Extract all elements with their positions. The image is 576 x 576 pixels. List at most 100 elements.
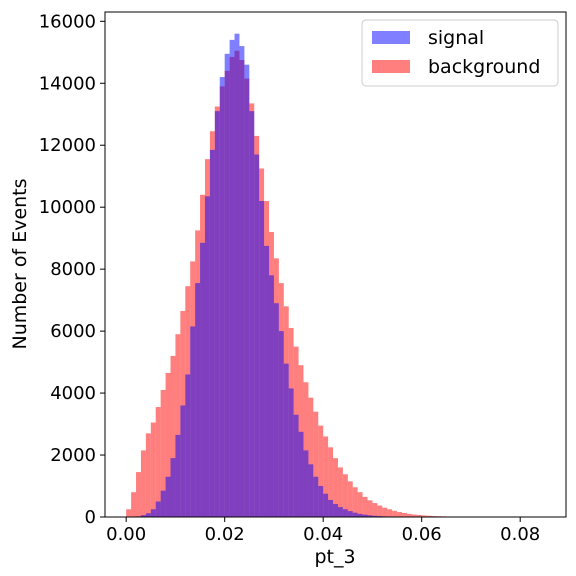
signal-bar (298, 431, 304, 517)
signal-bar (303, 450, 309, 517)
background-bar (382, 507, 388, 517)
signal-bar (283, 363, 289, 517)
background-bar (165, 372, 171, 517)
signal-bar (234, 33, 240, 517)
signal-bar (367, 515, 373, 517)
background-bar (170, 355, 176, 517)
background-bar (308, 397, 314, 517)
background-bar (367, 500, 373, 517)
signal-bar (140, 515, 146, 517)
background-bar (411, 514, 417, 517)
background-bar (401, 512, 407, 517)
signal-bar (180, 405, 186, 517)
background-bar (416, 514, 422, 517)
signal-bar (190, 326, 196, 517)
signal-bar (219, 77, 225, 517)
background-bar (406, 513, 412, 517)
signal-bar (308, 464, 314, 517)
y-tick-label: 2000 (50, 445, 96, 466)
y-tick-label: 10000 (39, 197, 96, 218)
signal-bar (229, 39, 235, 517)
background-bar (160, 389, 166, 517)
signal-bar (214, 111, 220, 517)
x-axis: 0.00 0.02 0.04 0.06 0.08 (106, 517, 540, 545)
signal-bar (195, 283, 201, 517)
signal-bar (293, 414, 299, 517)
y-axis: 0 2000 4000 6000 8000 10000 12000 14000 16000 (39, 11, 105, 528)
signal-bar (269, 275, 274, 517)
signal-bar (160, 490, 166, 517)
background-bar (377, 505, 383, 517)
signal-bar (249, 111, 255, 517)
signal-bar (150, 509, 156, 517)
signal-bar (254, 154, 260, 517)
background-bar (342, 474, 348, 517)
signal-bar (209, 149, 215, 517)
signal-bar (347, 511, 353, 517)
signal-bar (273, 303, 279, 517)
signal-bar (170, 458, 176, 517)
background-bar (175, 334, 181, 517)
background-bar (126, 509, 132, 517)
background-bar (352, 487, 358, 517)
signal-bar (155, 501, 161, 517)
signal-bar (278, 331, 284, 517)
background-bar (337, 467, 343, 517)
background-bar (387, 509, 393, 517)
y-tick-label: 12000 (39, 135, 96, 156)
signal-bar (259, 200, 265, 518)
background-bar (357, 492, 363, 517)
signal-bar (357, 513, 363, 517)
plot-area-frame (104, 11, 567, 518)
background-bar (136, 472, 141, 517)
background-bar (303, 382, 309, 517)
x-tick-label: 0.00 (106, 524, 146, 545)
background-bar (397, 512, 402, 517)
y-axis-title: Number of Events (9, 178, 31, 349)
y-tick-label: 4000 (50, 383, 96, 404)
background-bar (347, 481, 353, 517)
background-bar (313, 411, 319, 517)
signal-bar (200, 242, 205, 517)
legend-label-background: background (428, 56, 540, 78)
signal-bar (313, 476, 319, 517)
signal-bar (337, 507, 343, 517)
signal-bar (165, 476, 171, 517)
background-bar (150, 422, 156, 517)
background-bar (145, 433, 151, 517)
background-bar (426, 515, 432, 517)
signal-bar (323, 493, 329, 517)
y-tick-label: 14000 (39, 73, 96, 94)
background-bar (421, 515, 427, 517)
x-tick-label: 0.04 (303, 524, 343, 545)
signal-histogram-bars (136, 33, 427, 518)
legend-swatch-signal (372, 31, 410, 44)
signal-bar (244, 64, 250, 518)
legend-frame (361, 19, 559, 87)
signal-bar (264, 245, 270, 517)
background-bar (392, 510, 398, 517)
legend-swatch-background (372, 60, 410, 73)
x-tick-label: 0.02 (205, 524, 245, 545)
signal-bar (204, 196, 210, 517)
background-bar (155, 407, 161, 517)
signal-bar (372, 515, 378, 517)
signal-bar (318, 486, 324, 517)
background-bar (318, 425, 324, 517)
signal-bar (185, 374, 191, 517)
signal-bar (333, 503, 338, 517)
y-tick-label: 0 (85, 507, 96, 528)
y-tick-label: 16000 (39, 11, 96, 32)
background-bar (328, 447, 334, 517)
background-bar (140, 450, 146, 517)
signal-bar (239, 46, 245, 517)
legend: signal background (361, 19, 559, 87)
signal-bar (362, 514, 368, 517)
background-bar (372, 503, 378, 517)
signal-bar (352, 512, 358, 517)
background-bar (131, 492, 137, 517)
x-axis-title: pt_3 (314, 546, 355, 568)
signal-bar (342, 509, 348, 517)
x-tick-label: 0.08 (500, 524, 540, 545)
